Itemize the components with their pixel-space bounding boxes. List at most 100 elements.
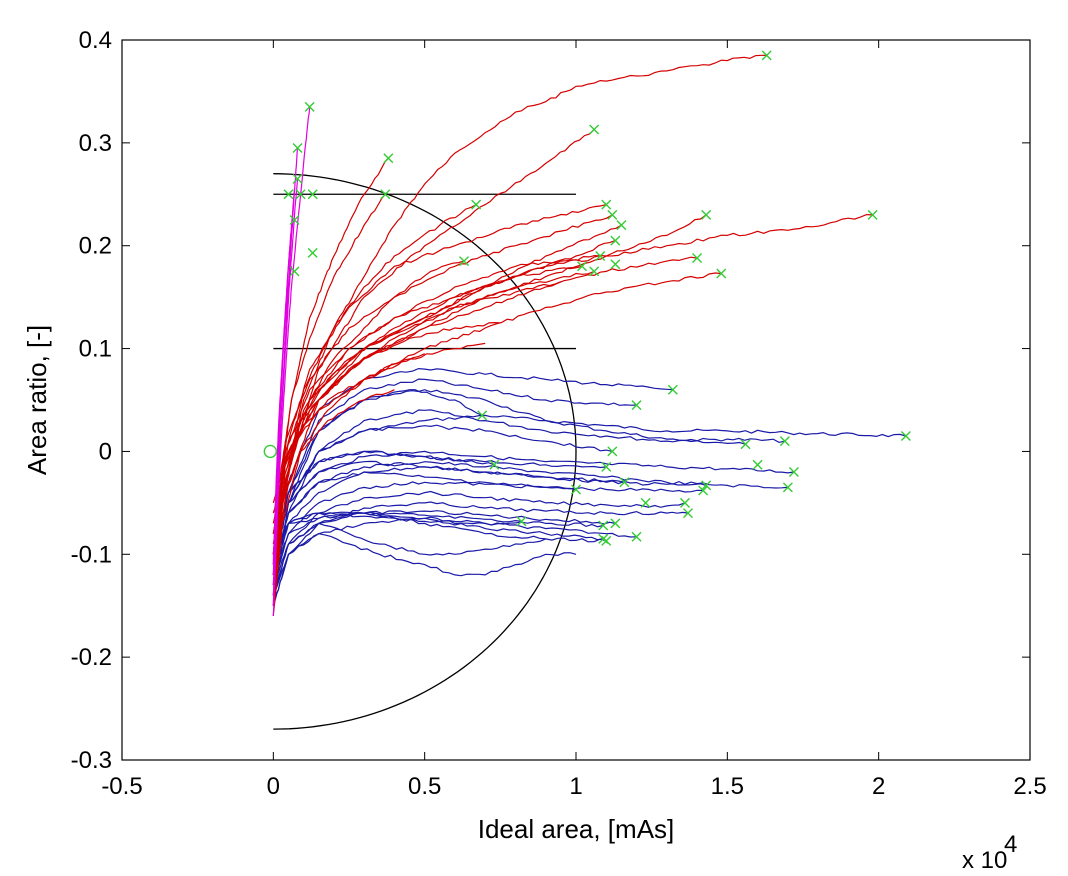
end-marker (631, 531, 642, 542)
end-marker (598, 520, 609, 531)
end-marker (667, 384, 678, 395)
end-marker (459, 256, 470, 267)
end-marker (716, 268, 727, 279)
y-tick-label: 0.1 (79, 336, 112, 363)
end-marker (601, 461, 612, 472)
blue-series-line (272, 490, 686, 596)
end-marker (601, 199, 612, 210)
end-marker (679, 497, 690, 508)
marker-layer (263, 50, 911, 546)
x-multiplier-exponent: 4 (1004, 831, 1017, 858)
end-marker (788, 467, 799, 477)
blue-series-line (272, 511, 604, 576)
blue-series-line (272, 389, 746, 555)
end-marker (289, 215, 300, 225)
x-tick-label: 2.5 (1013, 773, 1046, 800)
x-axis-label: Ideal area, [mAs] (478, 814, 675, 844)
x-tick-label: 0.5 (408, 773, 441, 800)
end-marker (589, 124, 600, 135)
end-marker (283, 189, 294, 200)
blue-series-line (272, 424, 613, 555)
end-marker (640, 497, 651, 508)
x-tick-label: 1 (569, 773, 582, 800)
end-marker (577, 261, 588, 272)
reference-semicircle (273, 173, 577, 730)
end-marker (692, 253, 703, 264)
end-marker (383, 153, 394, 164)
end-marker (571, 484, 581, 495)
red-series-line (272, 272, 722, 504)
y-tick-label: 0.4 (79, 27, 112, 54)
end-marker (631, 400, 642, 411)
end-marker (782, 482, 793, 493)
end-marker (610, 235, 621, 246)
plot-area (263, 50, 911, 730)
end-marker (477, 410, 488, 421)
origin-marker (263, 444, 278, 459)
end-marker (701, 480, 712, 491)
axis-tick-labels: -0.5 0 0.5 1 1.5 2 2.5 -0.3 -0.2 -0.1 0 0.1 0.2 0.3 0.… (71, 27, 1047, 800)
end-marker (740, 439, 751, 450)
y-tick-label: 0.3 (79, 130, 112, 157)
axis-ticks (121, 39, 1031, 761)
blue-series-line (272, 501, 689, 606)
blue-series-line (272, 512, 522, 555)
end-marker (304, 101, 315, 112)
x-multiplier-label: x 10 (962, 847, 1007, 874)
red-series-line (272, 224, 622, 534)
end-marker (701, 209, 712, 220)
magenta-series-line (272, 266, 293, 565)
end-marker (867, 209, 878, 220)
end-marker (292, 173, 303, 184)
end-marker (619, 477, 630, 488)
end-marker (589, 266, 600, 277)
blue-series-line (272, 533, 577, 606)
end-marker (607, 209, 618, 220)
end-marker (595, 251, 606, 261)
x-tick-label: 0 (267, 773, 280, 800)
end-marker (292, 143, 303, 153)
y-tick-label: 0.2 (79, 233, 112, 260)
red-series-line (272, 270, 595, 575)
end-marker (610, 518, 621, 529)
y-axis-label: Area ratio, [-] (22, 325, 52, 475)
end-marker (307, 247, 318, 258)
end-marker (516, 516, 527, 527)
series-layer (272, 54, 907, 617)
end-marker (779, 436, 790, 447)
blue-series-line (272, 516, 637, 596)
end-marker (752, 459, 763, 470)
end-marker (601, 535, 612, 546)
end-marker (607, 446, 618, 457)
end-marker (682, 508, 693, 519)
end-marker (610, 259, 621, 270)
y-tick-label: -0.3 (71, 747, 112, 774)
end-marker (289, 266, 300, 277)
y-tick-label: -0.1 (71, 541, 112, 568)
blue-series-line (272, 471, 577, 576)
y-tick-label: -0.2 (71, 644, 112, 671)
x-tick-label: 2 (872, 773, 885, 800)
end-marker (295, 189, 306, 200)
end-marker (616, 220, 627, 231)
end-marker (489, 459, 500, 470)
y-tick-label: 0 (99, 438, 112, 465)
red-series-line (272, 321, 501, 555)
blue-series-line (272, 512, 604, 555)
red-series-line (272, 389, 395, 575)
blue-series-line (272, 481, 704, 586)
x-tick-label: -0.5 (101, 773, 142, 800)
end-marker (900, 431, 911, 441)
end-marker (761, 50, 772, 61)
end-marker (307, 189, 318, 200)
end-marker (471, 199, 482, 210)
x-tick-label: 1.5 (711, 773, 744, 800)
blue-series-line (272, 460, 625, 565)
red-series-line (272, 129, 595, 596)
red-series-line (272, 342, 486, 534)
end-marker (698, 485, 709, 496)
blue-series-line (272, 522, 546, 596)
end-marker (380, 189, 391, 200)
